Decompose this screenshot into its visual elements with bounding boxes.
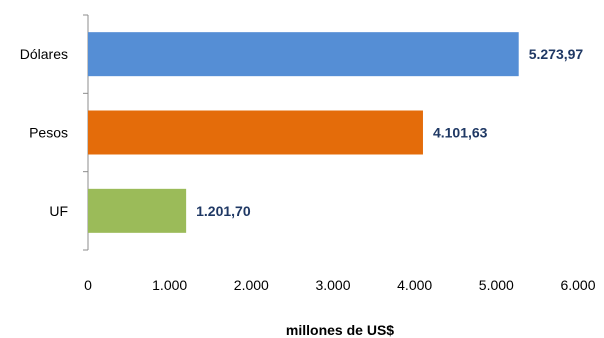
x-axis-title: millones de US$	[286, 322, 394, 338]
data-label-2: 1.201,70	[196, 203, 251, 219]
data-labels-group: 5.273,97 4.101,63 1.201,70	[196, 46, 583, 219]
category-label-0: Dólares	[20, 46, 68, 62]
bar-0	[88, 32, 519, 77]
x-tick-label-4: 4.000	[397, 277, 432, 293]
category-labels-group: Dólares Pesos UF	[20, 46, 68, 219]
x-tick-labels-group: 0 1.000 2.000 3.000 4.000 5.000 6.000	[84, 277, 596, 293]
category-label-1: Pesos	[29, 125, 68, 141]
category-axis	[83, 14, 89, 251]
x-tick-label-3: 3.000	[315, 277, 350, 293]
x-tick-label-0: 0	[84, 277, 92, 293]
x-tick-label-2: 2.000	[234, 277, 269, 293]
category-label-2: UF	[49, 203, 68, 219]
bars-group	[88, 32, 519, 233]
x-tick-label-5: 5.000	[479, 277, 514, 293]
bar-1	[88, 110, 423, 155]
x-tick-label-1: 1.000	[152, 277, 187, 293]
x-tick-label-6: 6.000	[560, 277, 595, 293]
bar-2	[88, 188, 187, 233]
data-label-0: 5.273,97	[529, 46, 584, 62]
data-label-1: 4.101,63	[433, 125, 488, 141]
